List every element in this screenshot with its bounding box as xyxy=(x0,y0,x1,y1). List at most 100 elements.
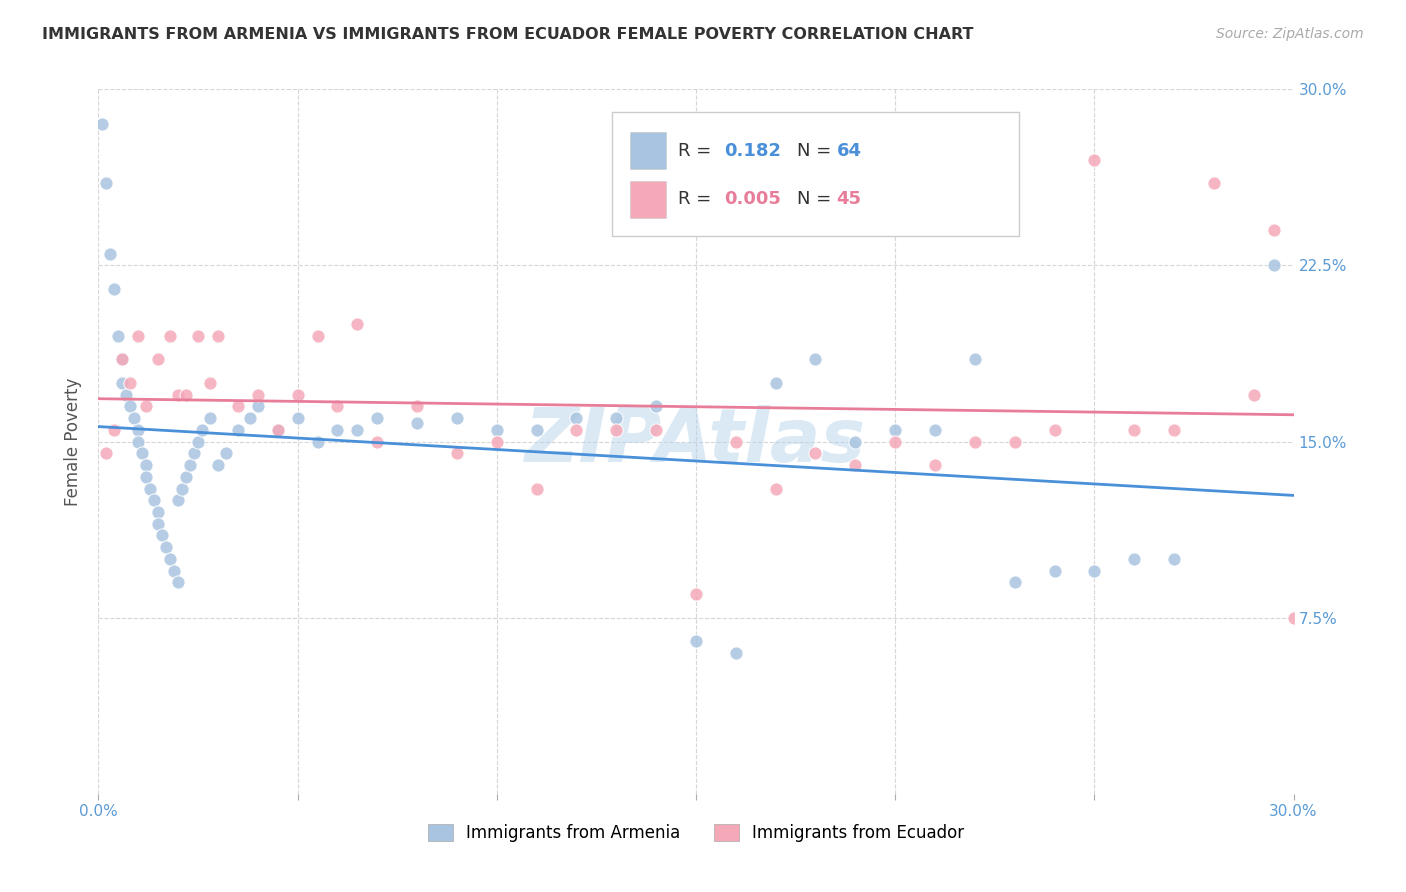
Point xyxy=(685,634,707,648)
Point xyxy=(198,411,221,425)
Text: N =: N = xyxy=(797,142,837,160)
Point xyxy=(167,493,190,508)
Point xyxy=(485,434,508,449)
Point xyxy=(1263,258,1285,272)
Point xyxy=(346,423,368,437)
Point xyxy=(135,469,157,483)
Point xyxy=(91,117,114,131)
Point xyxy=(174,469,197,483)
Text: Source: ZipAtlas.com: Source: ZipAtlas.com xyxy=(1216,27,1364,41)
Point xyxy=(1004,434,1026,449)
Point xyxy=(1243,387,1265,401)
Point xyxy=(226,423,249,437)
Point xyxy=(565,423,588,437)
Point xyxy=(215,446,238,460)
Point xyxy=(207,458,229,472)
Point xyxy=(1202,176,1225,190)
Point xyxy=(724,646,747,660)
Point xyxy=(111,376,134,390)
Point xyxy=(963,352,986,367)
Point xyxy=(96,446,118,460)
Point xyxy=(326,399,349,413)
Point xyxy=(485,423,508,437)
Point xyxy=(565,411,588,425)
Point xyxy=(174,387,197,401)
Text: 45: 45 xyxy=(837,191,862,209)
Point xyxy=(685,587,707,601)
Point xyxy=(115,387,138,401)
Point xyxy=(1043,564,1066,578)
Point xyxy=(163,564,186,578)
Point xyxy=(844,434,866,449)
Text: 0.182: 0.182 xyxy=(724,142,782,160)
Text: 64: 64 xyxy=(837,142,862,160)
Point xyxy=(1163,423,1185,437)
Point xyxy=(366,434,388,449)
Point xyxy=(804,352,827,367)
Point xyxy=(226,399,249,413)
Point xyxy=(139,482,162,496)
Point xyxy=(120,399,142,413)
Point xyxy=(246,399,269,413)
Point xyxy=(645,423,668,437)
Point xyxy=(1083,564,1105,578)
Point xyxy=(884,434,907,449)
Point xyxy=(246,387,269,401)
Point xyxy=(307,434,329,449)
Point xyxy=(187,434,209,449)
Point xyxy=(172,482,194,496)
Point xyxy=(526,482,548,496)
Text: R =: R = xyxy=(678,191,717,209)
Text: 0.005: 0.005 xyxy=(724,191,780,209)
Point xyxy=(1123,552,1146,566)
Point xyxy=(127,434,149,449)
Point xyxy=(1263,223,1285,237)
Text: ZIPAtlas: ZIPAtlas xyxy=(526,405,866,478)
Point xyxy=(167,387,190,401)
Point xyxy=(924,458,946,472)
Point xyxy=(127,328,149,343)
Point xyxy=(155,540,177,554)
Point xyxy=(239,411,262,425)
Point xyxy=(346,317,368,331)
Point xyxy=(446,411,468,425)
Point xyxy=(159,552,181,566)
Point xyxy=(111,352,134,367)
Point xyxy=(143,493,166,508)
Point xyxy=(148,505,170,519)
Point xyxy=(135,458,157,472)
Point xyxy=(1004,575,1026,590)
Point xyxy=(127,423,149,437)
Point xyxy=(120,376,142,390)
Point xyxy=(207,328,229,343)
Point xyxy=(963,434,986,449)
Point xyxy=(179,458,201,472)
Point xyxy=(150,528,173,542)
Legend: Immigrants from Armenia, Immigrants from Ecuador: Immigrants from Armenia, Immigrants from… xyxy=(422,817,970,849)
Point xyxy=(844,458,866,472)
Point xyxy=(1163,552,1185,566)
Point xyxy=(107,328,129,343)
Y-axis label: Female Poverty: Female Poverty xyxy=(65,377,83,506)
Point xyxy=(406,416,429,430)
Point xyxy=(406,399,429,413)
Point xyxy=(183,446,205,460)
Point xyxy=(605,423,627,437)
Point xyxy=(526,423,548,437)
Point xyxy=(135,399,157,413)
Point xyxy=(96,176,118,190)
Point xyxy=(98,246,122,260)
Point xyxy=(1083,153,1105,167)
Point xyxy=(167,575,190,590)
Point xyxy=(1043,423,1066,437)
Text: R =: R = xyxy=(678,142,717,160)
Point xyxy=(187,328,209,343)
Point xyxy=(103,282,125,296)
Text: N =: N = xyxy=(797,191,837,209)
Point xyxy=(267,423,290,437)
Point xyxy=(1282,610,1305,624)
Point xyxy=(804,446,827,460)
Point xyxy=(765,482,787,496)
Point xyxy=(267,423,290,437)
Point xyxy=(884,423,907,437)
